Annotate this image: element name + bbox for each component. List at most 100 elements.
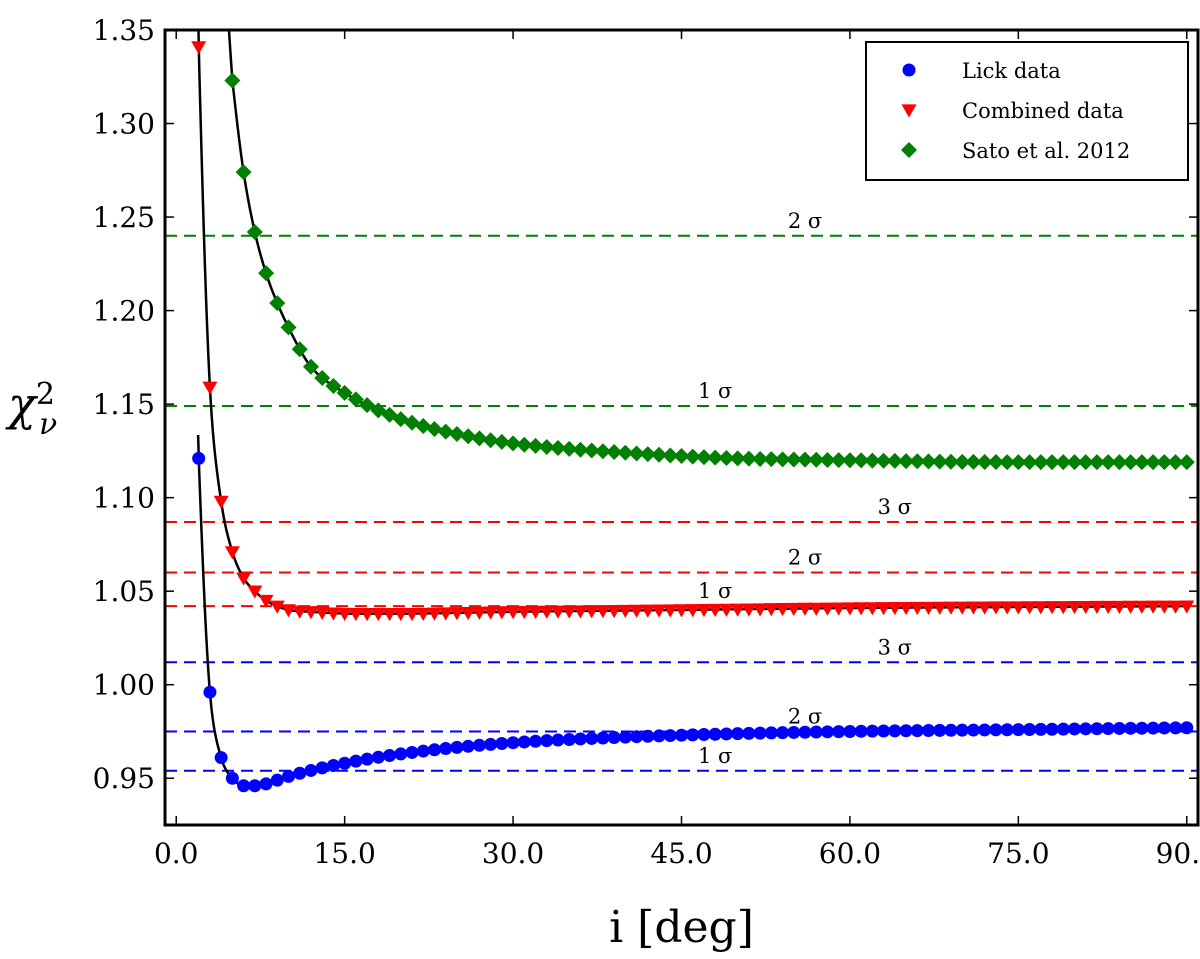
data-point [460,428,477,445]
data-point [1089,600,1105,615]
data-point [684,448,701,465]
data-point [382,607,398,622]
data-point [1112,721,1126,735]
data-point [1055,454,1072,471]
data-point [831,602,847,616]
data-point [685,604,701,618]
data-point [752,603,768,617]
data-point [371,750,385,764]
data-point [820,725,834,739]
data-point [808,451,825,468]
data-point [282,769,296,783]
data-point [192,451,206,465]
data-point [764,726,778,740]
y-axis-label: χ2 ν [5,377,57,442]
data-point [899,724,913,738]
data-point [561,440,578,457]
data-point [1124,721,1138,735]
data-point [1169,721,1183,735]
data-point [618,730,632,744]
data-point [202,381,218,395]
reference-lines [165,234,1198,772]
reference-line-label-7: 1 σ [698,744,732,768]
data-point [1156,600,1172,614]
data-point [1135,721,1149,735]
data-point [966,723,980,737]
data-point [695,449,712,466]
data-point [886,452,903,469]
data-point [461,739,475,753]
legend-marker [902,63,916,77]
data-point [292,605,308,619]
data-point [1066,601,1082,615]
data-point [225,771,239,785]
data-point [1088,454,1105,471]
y-axis-ticks: 0.95 1.00 1.05 1.10 1.15 1.20 1.25 1.30 1.35 [93,14,1198,795]
data-point [729,450,746,467]
data-point [506,736,520,750]
data-point [595,605,611,619]
data-point [224,546,240,560]
data-point [460,606,476,621]
data-point [931,453,948,470]
data-point [1111,454,1128,471]
data-point [640,604,656,618]
data-point [753,726,767,740]
reference-line-label-1: 1 σ [698,379,732,403]
data-point [348,607,364,622]
data-point [236,572,252,586]
data-point [662,447,679,464]
reference-line-labels: 2 σ 1 σ 3 σ 2 σ 1 σ 3 σ 2 σ 1 σ [698,209,912,768]
data-point [1044,601,1060,615]
data-point [1180,721,1194,735]
data-point [730,603,746,617]
data-point [898,453,915,470]
data-point [583,442,600,459]
data-point [696,603,712,618]
data-point [1021,454,1038,471]
data-point [248,779,262,793]
data-point [269,295,286,312]
data-point [628,445,645,462]
data-point [922,724,936,738]
data-point [235,164,252,181]
x-tick-label: 0.0 [154,837,199,870]
data-point [237,779,251,793]
data-point [842,602,858,616]
data-markers [191,41,1195,793]
data-point [731,727,745,741]
data-point [551,733,565,747]
data-point [1045,722,1059,736]
data-point [1066,454,1083,471]
data-point [955,723,969,737]
data-point [832,725,846,739]
data-point [1090,722,1104,736]
data-point [539,605,555,619]
data-point [675,728,688,742]
data-point [686,728,700,742]
data-point [641,729,655,743]
data-point [1067,722,1081,736]
data-point [954,453,971,470]
data-point [898,601,914,616]
x-tick-label: 90.0 [1156,837,1200,870]
data-point [258,265,275,282]
y-tick-label: 0.95 [93,762,155,795]
data-point [494,606,510,620]
data-point [528,605,544,619]
data-point [404,607,420,622]
data-point [550,605,566,619]
x-tick-label: 60.0 [819,837,881,870]
data-point [438,607,454,621]
data-point [965,601,981,615]
data-point [1078,600,1094,615]
data-point [1101,722,1115,736]
data-point [349,754,363,768]
data-point [607,731,621,745]
data-point [987,454,1004,471]
x-tick-label: 45.0 [650,837,712,870]
y-tick-label: 1.05 [93,575,155,608]
data-point [662,604,678,618]
data-point [954,601,970,615]
reference-line-label-0: 2 σ [788,209,822,233]
